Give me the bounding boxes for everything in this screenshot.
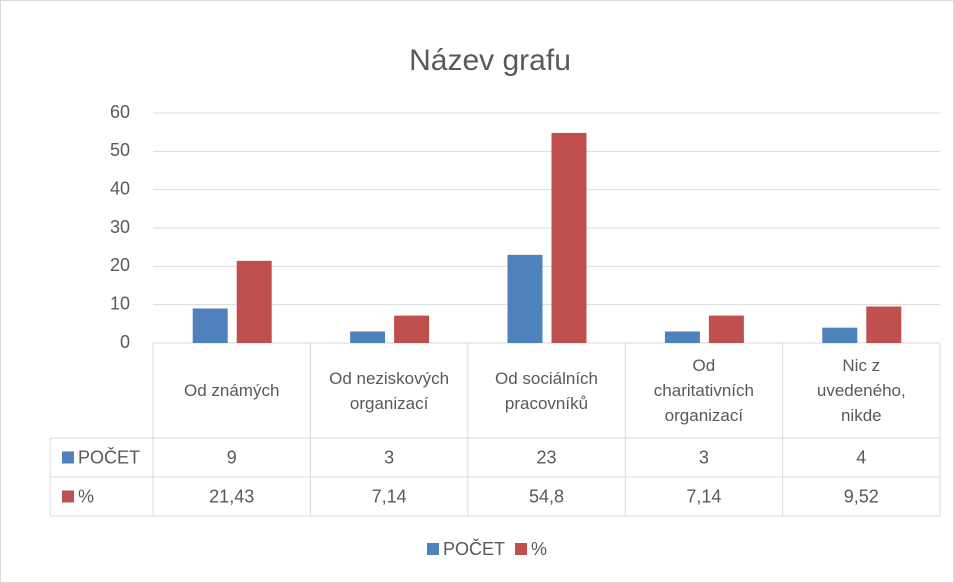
table-row-header: POČET (78, 446, 140, 467)
chart-title: Název grafu (409, 44, 571, 77)
bar (551, 132, 587, 343)
table-row-header: % (78, 486, 94, 506)
table-legend-key (62, 451, 74, 464)
table-cell: 21,43 (209, 486, 254, 506)
y-tick-label: 40 (110, 178, 130, 198)
x-tick-label: Od charitativních organizací (653, 356, 754, 425)
bar (192, 308, 228, 343)
legend-key (515, 543, 528, 555)
bar (236, 260, 272, 343)
y-tick-label: 20 (110, 255, 130, 275)
bar (507, 254, 543, 343)
table-cell: 7,14 (686, 486, 721, 506)
x-tick-label: Od neziskových organizací (329, 368, 450, 413)
x-tick-label: Nic z uvedeného, nikde (816, 356, 906, 425)
y-tick-label: 60 (110, 102, 130, 122)
table-cell: 3 (699, 447, 709, 467)
x-tick-label: Od sociálních pracovníků (495, 368, 598, 413)
bar (664, 331, 700, 343)
table-cell: 3 (384, 447, 394, 467)
bar (394, 315, 430, 343)
table-cell: 7,14 (372, 486, 407, 506)
bar (350, 331, 386, 343)
table-cell: 23 (536, 447, 556, 467)
bar (822, 327, 858, 343)
y-tick-label: 30 (110, 217, 130, 237)
legend-label: POČET (443, 538, 505, 559)
bar (866, 306, 902, 343)
bar (708, 315, 744, 343)
table-cell: 9 (227, 447, 237, 467)
table-cell: 54,8 (529, 486, 564, 506)
table-legend-key (62, 490, 74, 503)
table-cell: 4 (856, 447, 866, 467)
x-tick-label: Od známých (183, 381, 280, 400)
legend-label: % (531, 539, 547, 559)
table-cell: 9,52 (844, 486, 879, 506)
legend-key (427, 543, 439, 555)
y-tick-label: 0 (120, 332, 130, 352)
y-tick-label: 10 (110, 293, 130, 313)
y-tick-label: 50 (110, 140, 130, 160)
